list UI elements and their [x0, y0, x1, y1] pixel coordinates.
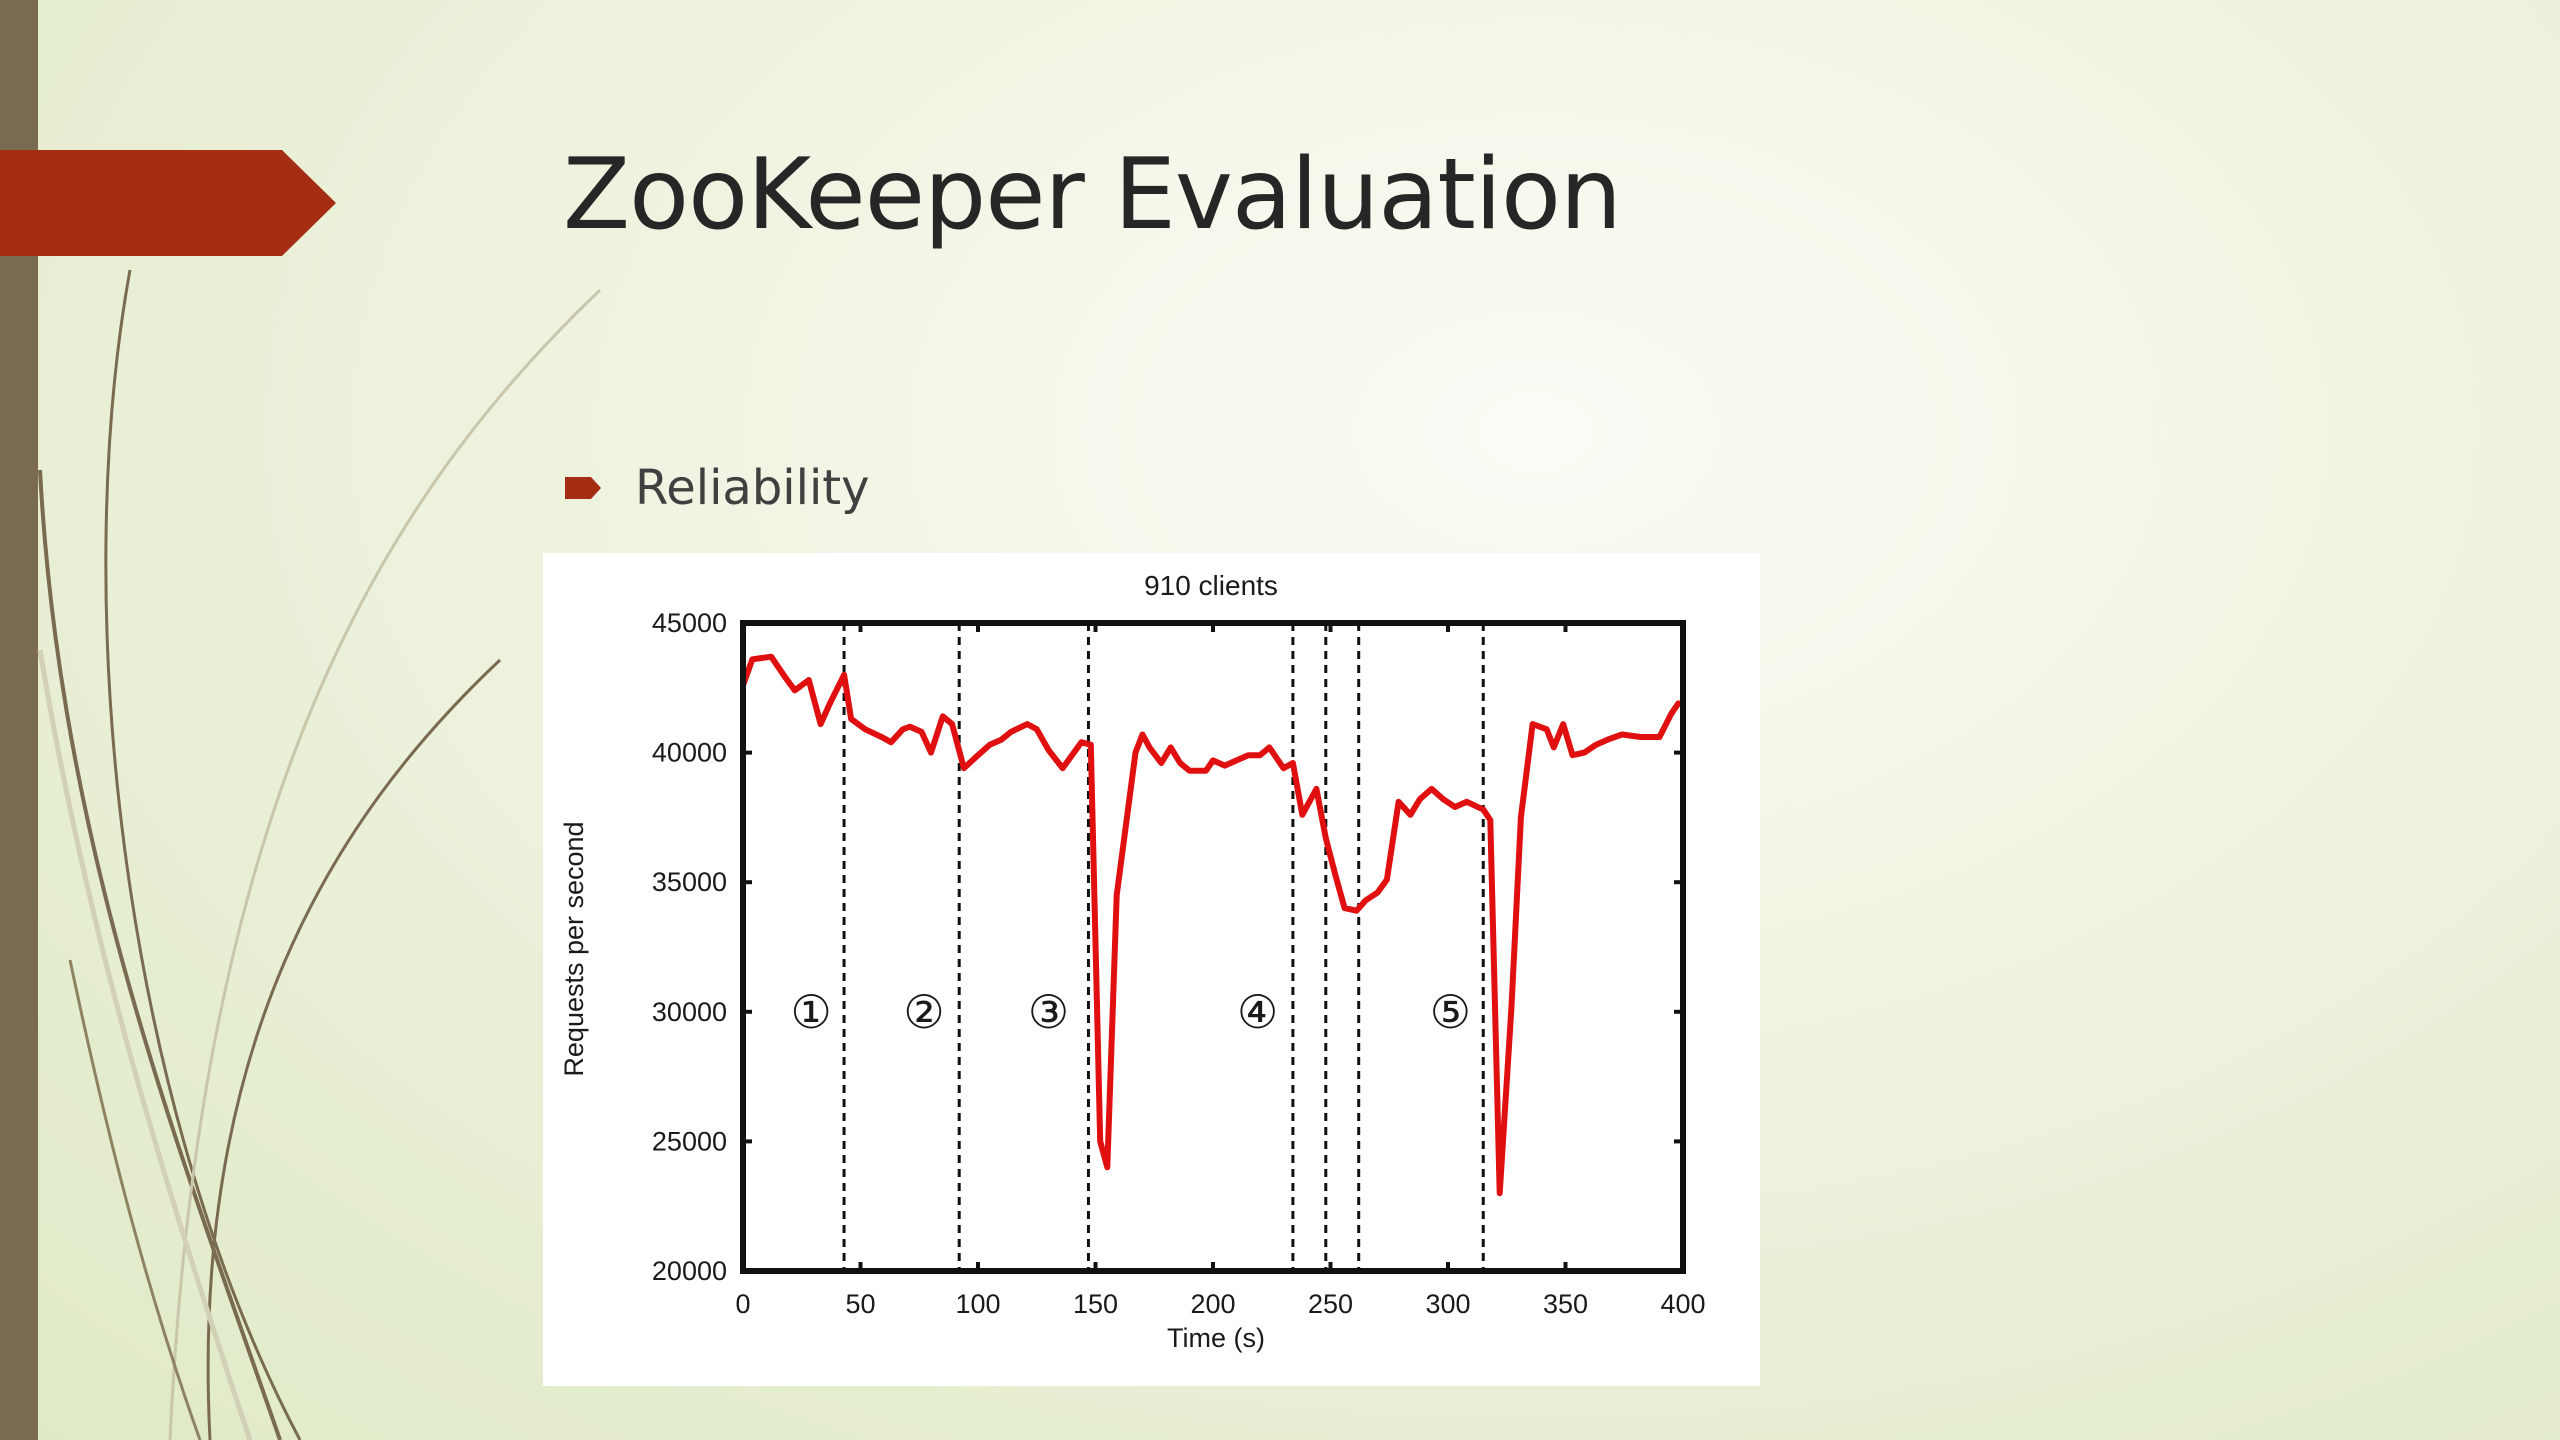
phase-marker: ①	[791, 986, 832, 1038]
x-tick-label: 50	[845, 1289, 875, 1319]
phase-marker: ③	[1028, 986, 1069, 1038]
x-tick-label: 200	[1190, 1289, 1235, 1319]
x-tick-label: 300	[1425, 1289, 1470, 1319]
x-tick-label: 150	[1073, 1289, 1118, 1319]
event-lines	[842, 623, 1485, 1271]
series-group	[740, 653, 1682, 1197]
y-tick-label: 25000	[652, 1126, 727, 1156]
x-tick-label: 350	[1543, 1289, 1588, 1319]
phase-marker: ②	[903, 986, 944, 1038]
series-line	[740, 653, 1682, 1197]
x-tick-label: 400	[1660, 1289, 1705, 1319]
phase-marker: ④	[1237, 986, 1278, 1038]
x-tick-label: 0	[735, 1289, 750, 1319]
chart-panel: 910 clients Requests per second Time (s)…	[543, 553, 1760, 1386]
reliability-chart: 910 clients Requests per second Time (s)…	[559, 570, 1706, 1353]
y-tick-label: 30000	[652, 997, 727, 1027]
y-tick-label: 35000	[652, 867, 727, 897]
x-axis-label: Time (s)	[1167, 1323, 1265, 1353]
phase-annotations: ① ② ③ ④ ⑤	[791, 986, 1471, 1038]
y-tick-label: 20000	[652, 1256, 727, 1286]
bullet-item: Reliability	[565, 458, 870, 518]
y-axis-label: Requests per second	[559, 821, 589, 1076]
phase-marker: ⑤	[1430, 986, 1471, 1038]
x-tick-label: 100	[955, 1289, 1000, 1319]
decorative-curves	[37, 269, 602, 1440]
bullet-arrow-icon	[565, 477, 601, 499]
chart-title: 910 clients	[1144, 570, 1278, 601]
bullet-text: Reliability	[635, 460, 870, 516]
axis-ticks: 0 50 100 150 200 250 300 350 400 20000 25000 30000 3…	[652, 608, 1706, 1319]
y-tick-label: 40000	[652, 738, 727, 768]
y-tick-label: 45000	[652, 608, 727, 638]
slide-title: ZooKeeper Evaluation	[563, 138, 1622, 252]
x-tick-label: 250	[1308, 1289, 1353, 1319]
plot-frame	[740, 620, 1686, 1274]
title-arrow-shape	[0, 150, 336, 256]
